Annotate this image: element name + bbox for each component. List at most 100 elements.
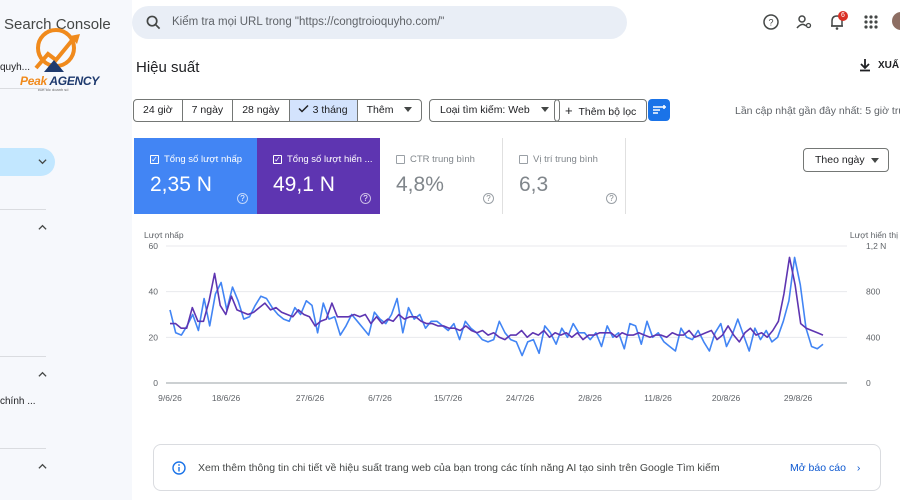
sidebar-divider <box>0 209 46 210</box>
x-tick-label: 2/8/26 <box>578 393 602 403</box>
left-tick-label: 40 <box>149 287 159 297</box>
right-tick-label: 800 <box>866 287 880 297</box>
logo-icon <box>34 28 80 72</box>
sidebar-divider <box>0 448 46 449</box>
url-inspection-search[interactable]: Kiểm tra mọi URL trong "https://congtroi… <box>132 6 627 39</box>
help-icon[interactable]: ? <box>606 193 617 204</box>
left-tick-label: 20 <box>149 332 159 342</box>
add-filter-label: Thêm bộ lọc <box>578 106 637 118</box>
granularity-select[interactable]: Theo ngày <box>803 148 889 172</box>
metric-value: 49,1 N <box>273 173 335 196</box>
caret-down-icon <box>871 158 879 163</box>
range-more-label: Thêm <box>366 104 394 116</box>
chevron-down-icon[interactable] <box>38 157 47 166</box>
info-icon <box>172 461 186 475</box>
checkbox-icon[interactable]: ✓ <box>273 155 282 164</box>
checkbox-icon[interactable]: ✓ <box>150 155 159 164</box>
sidebar: Search Console Peak AGENCY Bứt tốc doanh… <box>0 0 132 500</box>
metric-card-impressions[interactable]: ✓ Tổng số lượt hiển ... 49,1 N ? <box>257 138 380 214</box>
search-icon <box>146 15 161 30</box>
metric-value: 2,35 N <box>150 173 212 196</box>
x-tick-label: 29/8/26 <box>784 393 813 403</box>
sidebar-item-performance[interactable] <box>0 148 55 176</box>
range-more[interactable]: Thêm <box>358 100 422 121</box>
range-24h[interactable]: 24 giờ <box>134 100 183 121</box>
help-icon[interactable]: ? <box>360 193 371 204</box>
right-tick-label: 1,2 N <box>866 241 886 251</box>
metric-card-clicks[interactable]: ✓ Tổng số lượt nhấp 2,35 N ? <box>134 138 257 214</box>
caret-down-icon <box>404 107 413 112</box>
logo-peak: Peak <box>20 74 47 88</box>
last-updated-text: Lần cập nhật gần đây nhất: 5 giờ trướ <box>735 105 900 117</box>
left-tick-label: 60 <box>149 241 159 251</box>
metric-label: CTR trung bình <box>410 154 475 165</box>
range-28d[interactable]: 28 ngày <box>233 100 290 121</box>
right-tick-label: 400 <box>866 332 880 342</box>
help-icon[interactable]: ? <box>762 13 780 31</box>
filter-list-icon <box>653 105 666 114</box>
x-tick-label: 15/7/26 <box>434 393 463 403</box>
download-icon[interactable] <box>858 58 872 72</box>
svg-text:?: ? <box>768 18 773 28</box>
x-tick-label: 20/8/26 <box>712 393 741 403</box>
metric-value: 6,3 <box>519 173 549 196</box>
granularity-label: Theo ngày <box>815 154 865 166</box>
right-axis-label: Lượt hiển thị <box>850 230 898 240</box>
range-7d[interactable]: 7 ngày <box>183 100 234 121</box>
chevron-up-icon[interactable] <box>38 370 47 379</box>
x-tick-label: 18/6/26 <box>212 393 241 403</box>
open-report-label: Mở báo cáo <box>790 462 846 474</box>
metric-label: Tổng số lượt nhấp <box>164 154 243 165</box>
logo-tagline: Bứt tốc doanh số <box>38 87 69 92</box>
sidebar-item-label[interactable]: chính ... <box>0 396 36 407</box>
checkbox-icon[interactable] <box>396 155 405 164</box>
ai-features-banner: Xem thêm thông tin chi tiết về hiệu suất… <box>153 444 881 491</box>
x-tick-label: 9/6/26 <box>158 393 182 403</box>
manage-users-icon[interactable] <box>795 13 813 31</box>
property-selector[interactable]: quyh... <box>0 62 31 73</box>
x-tick-label: 6/7/26 <box>368 393 392 403</box>
export-button[interactable]: XUẤ <box>878 60 900 71</box>
x-tick-label: 27/6/26 <box>296 393 325 403</box>
metric-card-position[interactable]: Vị trí trung bình 6,3 ? <box>503 138 626 214</box>
checkbox-icon[interactable] <box>519 155 528 164</box>
impressions-series-line <box>170 256 824 343</box>
notification-badge: 6 <box>838 11 848 21</box>
add-filter-button[interactable]: + Thêm bộ lọc <box>554 99 648 122</box>
check-icon <box>298 104 309 113</box>
left-axis-label: Lượt nhấp <box>144 230 184 240</box>
logo-text: Peak AGENCY <box>20 74 99 88</box>
logo-agency: AGENCY <box>46 74 99 88</box>
x-tick-label: 11/8/26 <box>644 393 672 403</box>
caret-down-icon <box>540 107 549 112</box>
banner-text: Xem thêm thông tin chi tiết về hiệu suất… <box>198 462 720 474</box>
app-title: Search Console <box>4 16 111 33</box>
right-tick-label: 0 <box>866 378 871 388</box>
plus-icon: + <box>565 103 573 118</box>
sidebar-divider <box>0 356 46 357</box>
avatar[interactable] <box>892 12 900 30</box>
help-icon[interactable]: ? <box>483 193 494 204</box>
help-icon[interactable]: ? <box>237 193 248 204</box>
search-input[interactable]: Kiểm tra mọi URL trong "https://congtroi… <box>172 16 445 28</box>
performance-chart: Lượt nhấp Lượt hiển thị 60 1,2 N 40 800 20 400 0… <box>144 230 898 403</box>
chevron-up-icon[interactable] <box>38 462 47 471</box>
chevron-up-icon[interactable] <box>38 223 47 232</box>
metric-value: 4,8% <box>396 173 444 196</box>
chevron-right-icon: › <box>856 462 861 474</box>
open-report-link[interactable]: Mở báo cáo › <box>790 462 860 474</box>
apps-grid-icon[interactable] <box>862 13 880 31</box>
left-tick-label: 0 <box>153 378 158 388</box>
sidebar-divider <box>0 88 46 89</box>
search-type-filter[interactable]: Loại tìm kiếm: Web <box>429 99 560 122</box>
filter-settings-button[interactable] <box>648 99 670 121</box>
x-tick-label: 24/7/26 <box>506 393 535 403</box>
range-3m-label: 3 tháng <box>312 104 348 116</box>
metric-label: Tổng số lượt hiển ... <box>287 154 373 165</box>
range-3m[interactable]: 3 tháng <box>289 100 358 121</box>
date-range-selector: 24 giờ 7 ngày 28 ngày 3 tháng Thêm <box>133 99 423 122</box>
metric-label: Vị trí trung bình <box>533 154 598 165</box>
page-title: Hiệu suất <box>136 59 200 76</box>
search-type-label: Loại tìm kiếm: Web <box>440 104 530 116</box>
metric-card-ctr[interactable]: CTR trung bình 4,8% ? <box>380 138 503 214</box>
